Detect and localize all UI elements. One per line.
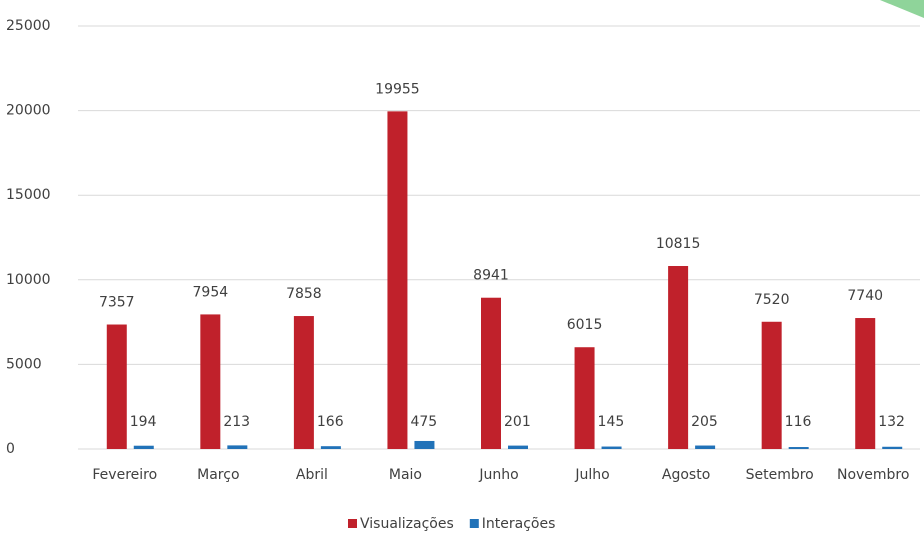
bar — [761, 321, 782, 449]
value-label: 205 — [691, 414, 718, 430]
x-tick-label: Setembro — [746, 467, 814, 483]
value-label: 145 — [598, 414, 625, 430]
value-label: 7740 — [847, 288, 883, 304]
y-tick-label: 0 — [6, 441, 15, 457]
value-label: 475 — [410, 414, 437, 430]
value-label: 166 — [317, 414, 344, 430]
x-tick-label: Fevereiro — [92, 467, 157, 483]
legend-swatch — [469, 519, 479, 528]
bar — [855, 318, 876, 449]
bar — [106, 324, 127, 449]
corner-decoration — [880, 0, 924, 18]
value-label: 116 — [785, 414, 812, 430]
y-tick-label: 15000 — [6, 187, 51, 203]
x-tick-label: Agosto — [662, 467, 710, 483]
y-tick-label: 25000 — [6, 18, 51, 34]
x-tick-label: Abril — [296, 467, 328, 483]
legend-label: Visualizações — [360, 516, 454, 532]
bar — [882, 446, 903, 449]
bar — [481, 297, 501, 449]
value-label: 7357 — [99, 295, 135, 311]
bar — [320, 446, 341, 449]
value-label: 10815 — [656, 236, 701, 252]
bar — [788, 447, 809, 449]
value-label: 213 — [223, 414, 250, 430]
legend-swatch — [348, 519, 357, 528]
x-tick-label: Julho — [574, 467, 609, 483]
value-label: 19955 — [375, 81, 420, 97]
y-tick-label: 20000 — [6, 103, 51, 119]
bar — [695, 445, 716, 449]
value-label: 132 — [878, 414, 905, 430]
value-label: 201 — [504, 414, 531, 430]
bar — [133, 445, 154, 449]
bar — [387, 111, 408, 450]
bar — [200, 314, 221, 449]
value-label: 8941 — [473, 268, 509, 284]
bar — [601, 446, 622, 449]
bar — [668, 266, 689, 449]
value-label: 7858 — [286, 286, 322, 302]
bar — [574, 347, 595, 449]
value-label: 7520 — [754, 292, 790, 308]
x-tick-label: Junho — [478, 467, 518, 483]
legend-label: Interações — [482, 516, 556, 532]
value-label: 7954 — [193, 284, 229, 300]
bar — [414, 440, 435, 449]
x-tick-label: Março — [197, 467, 239, 483]
y-tick-label: 10000 — [6, 272, 51, 288]
bar — [293, 316, 314, 449]
value-label: 194 — [130, 414, 157, 430]
bar — [508, 445, 528, 449]
bar — [227, 445, 248, 449]
x-tick-label: Maio — [389, 467, 422, 483]
x-tick-label: Novembro — [837, 467, 909, 483]
value-label: 6015 — [567, 317, 603, 333]
y-tick-label: 5000 — [6, 356, 42, 372]
